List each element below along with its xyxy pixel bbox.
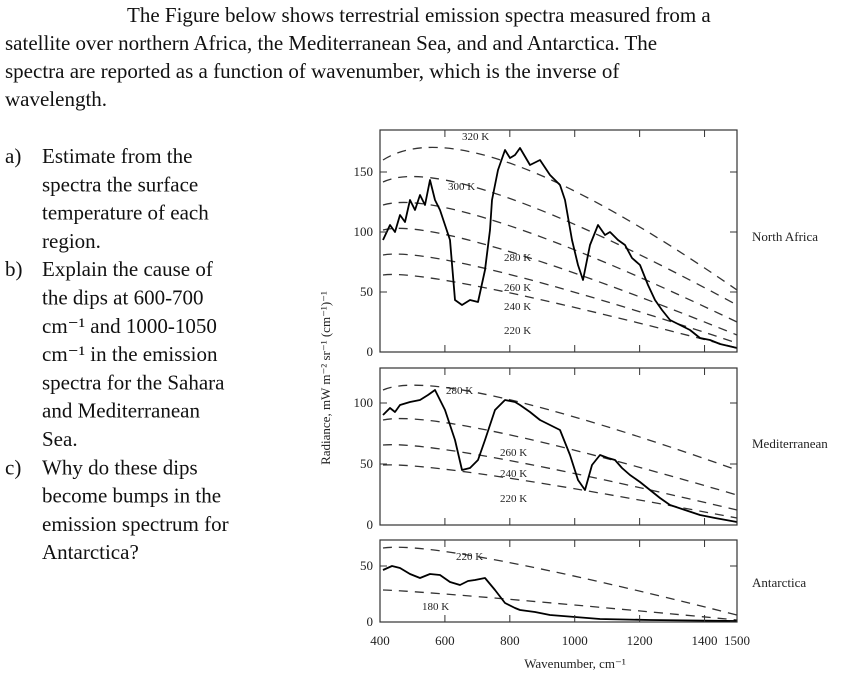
intro-line: The Figure below shows terrestrial emiss… bbox=[127, 3, 711, 27]
temperature-label: 180 K bbox=[422, 601, 449, 613]
planck-curve bbox=[382, 273, 738, 349]
spectrum bbox=[382, 389, 738, 523]
question-line: and Mediterranean bbox=[42, 399, 201, 423]
x-tick-label: 800 bbox=[500, 633, 520, 648]
question-line: Antarctica? bbox=[42, 540, 139, 564]
temperature-label: 280 K bbox=[504, 252, 531, 264]
temperature-label: 300 K bbox=[448, 181, 475, 193]
x-axis-label: Wavenumber, cm⁻¹ bbox=[524, 656, 626, 671]
planck-curve bbox=[382, 146, 738, 291]
question-line: cm⁻¹ in the emission bbox=[42, 342, 218, 366]
y-tick-label: 50 bbox=[360, 284, 373, 299]
question-line: Why do these dips bbox=[42, 455, 198, 479]
spectrum bbox=[382, 565, 738, 622]
temperature-label: 220 K bbox=[456, 551, 483, 563]
y-axis-label: Radiance, mW m⁻² sr⁻¹ (cm⁻¹)⁻¹ bbox=[318, 291, 333, 465]
x-tick-label: 400 bbox=[370, 633, 390, 648]
temperature-label: 320 K bbox=[462, 131, 489, 143]
y-tick-label: 0 bbox=[367, 614, 374, 629]
planck-curve bbox=[382, 546, 738, 616]
temperature-label: 220 K bbox=[500, 493, 527, 505]
planck-curve bbox=[382, 227, 738, 336]
panel-frame bbox=[379, 367, 738, 526]
intro-line: wavelength. bbox=[5, 87, 107, 111]
planck-curve bbox=[382, 417, 738, 496]
planck-curve bbox=[382, 201, 738, 323]
panel-frame bbox=[379, 539, 738, 623]
y-tick-label: 0 bbox=[367, 517, 374, 532]
y-tick-label: 50 bbox=[360, 456, 373, 471]
question-label: a) bbox=[5, 144, 21, 168]
question-line: spectra for the Sahara bbox=[42, 370, 225, 394]
x-tick-label: 1400 bbox=[692, 633, 718, 648]
planck-curve bbox=[382, 384, 738, 471]
temperature-label: 240 K bbox=[500, 468, 527, 480]
planck-curve bbox=[382, 253, 738, 344]
figure-drawing bbox=[379, 129, 738, 623]
question-line: Sea. bbox=[42, 427, 78, 451]
x-tick-label: 1500 bbox=[724, 633, 750, 648]
planck-curve bbox=[382, 589, 738, 621]
question-line: region. bbox=[42, 229, 101, 253]
planck-curve bbox=[382, 444, 738, 511]
temperature-label: 260 K bbox=[504, 282, 531, 294]
y-tick-label: 100 bbox=[354, 395, 374, 410]
question-label: b) bbox=[5, 257, 23, 281]
y-tick-label: 0 bbox=[367, 344, 374, 359]
temperature-label: 220 K bbox=[504, 325, 531, 337]
planck-curve bbox=[382, 175, 738, 306]
intro-line: spectra are reported as a function of wa… bbox=[5, 59, 619, 83]
question-line: become bumps in the bbox=[42, 484, 221, 508]
temperature-label: 280 K bbox=[446, 385, 473, 397]
question-line: cm⁻¹ and 1000-1050 bbox=[42, 314, 217, 338]
y-tick-label: 50 bbox=[360, 558, 373, 573]
region-label: Mediterranean bbox=[752, 436, 828, 451]
x-tick-label: 600 bbox=[435, 633, 455, 648]
question-label: c) bbox=[5, 455, 21, 479]
question-line: the dips at 600-700 bbox=[42, 286, 204, 310]
x-tick-label: 1200 bbox=[627, 633, 653, 648]
y-tick-label: 100 bbox=[354, 224, 374, 239]
spectrum bbox=[382, 147, 738, 349]
x-tick-label: 1000 bbox=[562, 633, 588, 648]
question-line: emission spectrum for bbox=[42, 512, 229, 536]
planck-curve bbox=[382, 464, 738, 519]
region-label: North Africa bbox=[752, 229, 818, 244]
question-line: Estimate from the bbox=[42, 144, 192, 168]
y-tick-label: 150 bbox=[354, 164, 374, 179]
temperature-label: 240 K bbox=[504, 301, 531, 313]
region-label: Antarctica bbox=[752, 575, 806, 590]
question-line: temperature of each bbox=[42, 201, 209, 225]
question-line: spectra the surface bbox=[42, 172, 198, 196]
panel-frame bbox=[379, 129, 738, 353]
temperature-label: 260 K bbox=[500, 447, 527, 459]
intro-line: satellite over northern Africa, the Medi… bbox=[5, 31, 657, 55]
question-line: Explain the cause of bbox=[42, 257, 213, 281]
